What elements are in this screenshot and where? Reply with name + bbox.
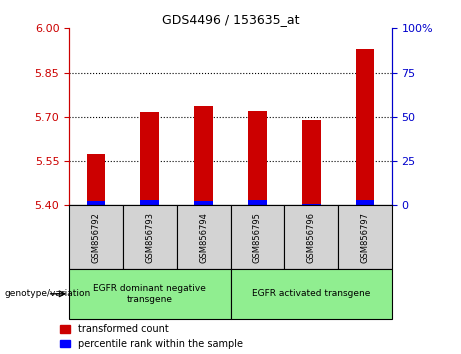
Bar xyxy=(248,200,267,205)
Bar xyxy=(123,205,177,269)
Text: GSM856796: GSM856796 xyxy=(307,212,316,263)
Text: EGFR activated transgene: EGFR activated transgene xyxy=(252,289,370,298)
Bar xyxy=(302,120,320,205)
Title: GDS4496 / 153635_at: GDS4496 / 153635_at xyxy=(162,13,299,26)
Bar xyxy=(177,205,230,269)
Bar xyxy=(355,200,374,205)
Bar xyxy=(248,111,267,205)
Bar xyxy=(87,201,106,205)
Text: GSM856792: GSM856792 xyxy=(92,212,100,263)
Text: GSM856794: GSM856794 xyxy=(199,212,208,263)
Bar xyxy=(194,201,213,205)
Text: GSM856793: GSM856793 xyxy=(145,212,154,263)
Bar xyxy=(284,205,338,269)
Text: GSM856795: GSM856795 xyxy=(253,212,262,263)
Text: GSM856797: GSM856797 xyxy=(361,212,369,263)
Bar xyxy=(230,269,392,319)
Bar xyxy=(141,200,159,205)
Bar xyxy=(355,49,374,205)
Bar xyxy=(69,205,123,269)
Legend: transformed count, percentile rank within the sample: transformed count, percentile rank withi… xyxy=(60,324,242,349)
Bar xyxy=(87,154,106,205)
Text: EGFR dominant negative
transgene: EGFR dominant negative transgene xyxy=(94,284,206,303)
Bar xyxy=(141,113,159,205)
Bar xyxy=(230,205,284,269)
Bar xyxy=(338,205,392,269)
Text: genotype/variation: genotype/variation xyxy=(5,289,91,298)
Bar xyxy=(194,107,213,205)
Bar xyxy=(69,269,230,319)
